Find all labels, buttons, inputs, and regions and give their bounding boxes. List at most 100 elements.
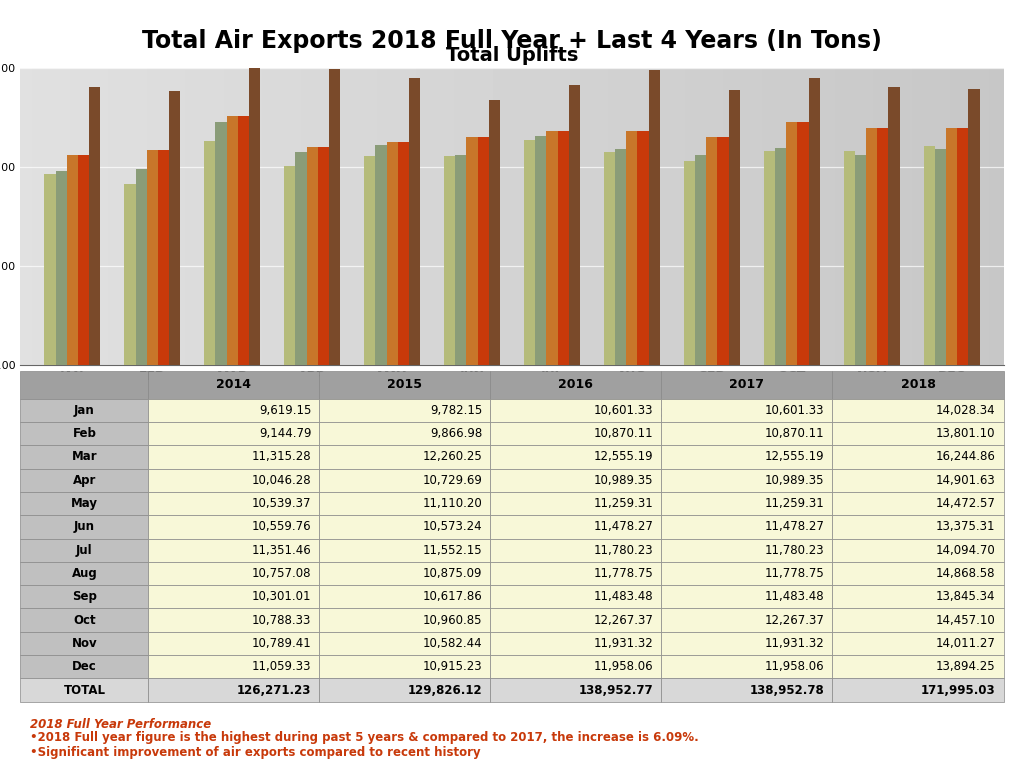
Text: 10,301.01: 10,301.01 (252, 591, 311, 604)
Text: 11,958.06: 11,958.06 (765, 660, 824, 674)
Text: 10,729.69: 10,729.69 (423, 474, 482, 487)
FancyBboxPatch shape (319, 422, 490, 445)
Text: 10,789.41: 10,789.41 (252, 637, 311, 650)
Text: 11,780.23: 11,780.23 (594, 544, 653, 557)
FancyBboxPatch shape (20, 538, 148, 562)
Bar (969, 90, 980, 366)
Text: 14,094.70: 14,094.70 (936, 544, 995, 557)
Text: 11,931.32: 11,931.32 (765, 637, 824, 650)
FancyBboxPatch shape (20, 422, 148, 445)
FancyBboxPatch shape (20, 468, 148, 492)
Bar (409, 78, 420, 366)
Bar (444, 156, 456, 366)
Text: 2017: 2017 (729, 378, 765, 391)
Bar (718, 137, 729, 366)
FancyBboxPatch shape (662, 608, 833, 632)
Bar (44, 174, 55, 366)
FancyBboxPatch shape (662, 422, 833, 445)
Text: Dec: Dec (72, 660, 96, 674)
Text: 14,011.27: 14,011.27 (936, 637, 995, 650)
FancyBboxPatch shape (490, 399, 662, 422)
FancyBboxPatch shape (20, 562, 148, 585)
FancyBboxPatch shape (490, 655, 662, 678)
FancyBboxPatch shape (662, 632, 833, 655)
Text: 11,478.27: 11,478.27 (765, 521, 824, 534)
Text: •2018 Full year figure is the highest during past 5 years & compared to 2017, th: •2018 Full year figure is the highest du… (31, 731, 699, 744)
FancyBboxPatch shape (662, 492, 833, 515)
FancyBboxPatch shape (319, 585, 490, 608)
Bar (924, 146, 935, 366)
Text: 9,619.15: 9,619.15 (259, 404, 311, 417)
FancyBboxPatch shape (319, 562, 490, 585)
Text: 9,866.98: 9,866.98 (430, 427, 482, 440)
FancyBboxPatch shape (662, 585, 833, 608)
Text: 10,870.11: 10,870.11 (594, 427, 653, 440)
FancyBboxPatch shape (319, 678, 490, 702)
Bar (568, 85, 580, 366)
Text: Apr: Apr (73, 474, 96, 487)
Text: 10,915.23: 10,915.23 (423, 660, 482, 674)
Bar (317, 147, 329, 366)
Bar (809, 78, 819, 366)
Bar (158, 150, 169, 366)
FancyBboxPatch shape (833, 655, 1004, 678)
Text: 12,555.19: 12,555.19 (594, 451, 653, 463)
Text: 11,778.75: 11,778.75 (765, 567, 824, 580)
FancyBboxPatch shape (833, 492, 1004, 515)
FancyBboxPatch shape (20, 585, 148, 608)
Text: 14,028.34: 14,028.34 (936, 404, 995, 417)
Bar (397, 142, 409, 366)
FancyBboxPatch shape (490, 678, 662, 702)
FancyBboxPatch shape (833, 678, 1004, 702)
Legend: 2014, 2015, 2016, 2017, 2018: 2014, 2015, 2016, 2017, 2018 (336, 402, 688, 425)
Text: 2018 Full Year Performance: 2018 Full Year Performance (31, 717, 212, 730)
Bar (477, 137, 488, 366)
FancyBboxPatch shape (148, 492, 319, 515)
FancyBboxPatch shape (662, 445, 833, 468)
Text: 10,960.85: 10,960.85 (423, 614, 482, 627)
Bar (467, 137, 477, 366)
FancyBboxPatch shape (662, 468, 833, 492)
Bar (707, 137, 718, 366)
Text: 11,110.20: 11,110.20 (423, 497, 482, 510)
FancyBboxPatch shape (662, 562, 833, 585)
FancyBboxPatch shape (319, 515, 490, 538)
Bar (376, 145, 386, 366)
Text: 11,059.33: 11,059.33 (252, 660, 311, 674)
Text: 13,894.25: 13,894.25 (936, 660, 995, 674)
FancyBboxPatch shape (319, 538, 490, 562)
FancyBboxPatch shape (662, 678, 833, 702)
Bar (557, 131, 568, 366)
FancyBboxPatch shape (833, 445, 1004, 468)
FancyBboxPatch shape (833, 515, 1004, 538)
Text: Sep: Sep (72, 591, 97, 604)
FancyBboxPatch shape (148, 371, 319, 399)
FancyBboxPatch shape (148, 585, 319, 608)
FancyBboxPatch shape (148, 632, 319, 655)
FancyBboxPatch shape (20, 515, 148, 538)
FancyBboxPatch shape (148, 468, 319, 492)
Text: 11,259.31: 11,259.31 (594, 497, 653, 510)
Bar (536, 136, 547, 366)
Bar (124, 184, 135, 366)
Bar (55, 171, 67, 366)
FancyBboxPatch shape (148, 562, 319, 585)
Bar (329, 69, 340, 366)
Text: 10,788.33: 10,788.33 (252, 614, 311, 627)
FancyBboxPatch shape (148, 655, 319, 678)
Bar (169, 91, 180, 366)
Text: 12,267.37: 12,267.37 (594, 614, 653, 627)
Bar (684, 161, 695, 366)
FancyBboxPatch shape (662, 538, 833, 562)
Bar (238, 116, 249, 366)
Text: 14,901.63: 14,901.63 (936, 474, 995, 487)
Text: 10,559.76: 10,559.76 (252, 521, 311, 534)
FancyBboxPatch shape (319, 492, 490, 515)
FancyBboxPatch shape (490, 515, 662, 538)
Text: 138,952.78: 138,952.78 (750, 684, 824, 697)
Text: Total Air Exports 2018 Full Year + Last 4 Years (In Tons): Total Air Exports 2018 Full Year + Last … (142, 29, 882, 54)
FancyBboxPatch shape (148, 399, 319, 422)
Bar (249, 43, 260, 366)
FancyBboxPatch shape (662, 371, 833, 399)
FancyBboxPatch shape (490, 538, 662, 562)
